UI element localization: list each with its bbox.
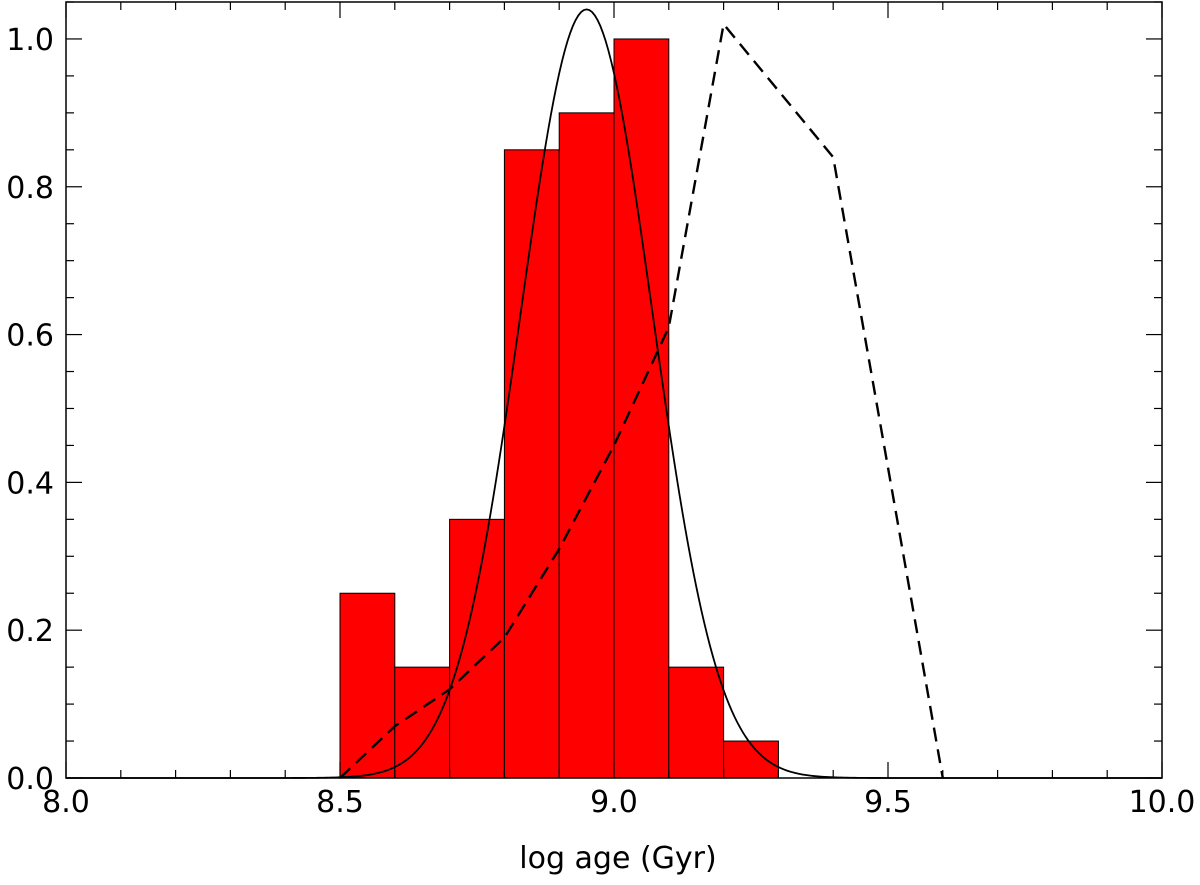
y-tick-label: 0.0 [6, 762, 54, 797]
y-tick-label: 0.4 [6, 466, 54, 501]
x-tick-label: 9.0 [590, 785, 638, 820]
histogram-bar [339, 592, 396, 779]
histogram-bar [668, 666, 725, 779]
y-tick-label: 0.8 [6, 171, 54, 206]
histogram-bar [449, 518, 505, 779]
histogram-bar [503, 149, 560, 779]
y-tick-labels: 0.0 0.2 0.4 0.6 0.8 1.0 [6, 23, 54, 797]
histogram-bar [723, 740, 779, 779]
histogram-bar [613, 38, 670, 779]
x-tick-label: 8.5 [316, 785, 364, 820]
histogram-bars [339, 38, 779, 779]
x-tick-label: 8.0 [42, 785, 90, 820]
plot-frame [65, 1, 1163, 779]
x-tick-label: 10.0 [1129, 785, 1196, 820]
histogram-bar [558, 112, 615, 779]
y-tick-label: 0.6 [6, 319, 54, 354]
y-tick-label: 0.2 [6, 614, 54, 649]
x-tick-label: 9.5 [864, 785, 912, 820]
histogram-bar [394, 666, 451, 779]
x-axis-title: log age (Gyr) [519, 841, 716, 876]
x-tick-labels: 8.0 8.5 9.0 9.5 10.0 [42, 785, 1195, 820]
y-tick-label: 1.0 [6, 23, 54, 58]
dashed-curve [339, 21, 944, 779]
